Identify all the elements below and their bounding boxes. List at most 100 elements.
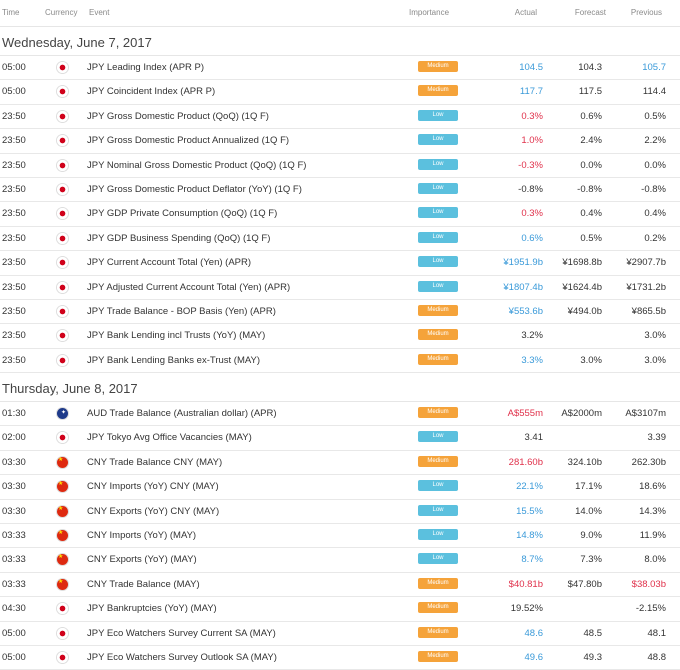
event-row[interactable]: 23:50 JPY Gross Domestic Product (QoQ) (1… [0,105,680,130]
event-name[interactable]: JPY Bankruptcies (YoY) (MAY) [87,603,217,615]
previous-value: -0.8% [641,183,666,195]
event-time: 03:30 [2,456,26,468]
importance-badge: Low [418,504,458,516]
previous-value: 0.2% [644,232,666,244]
event-name[interactable]: JPY Gross Domestic Product (QoQ) (1Q F) [87,110,269,122]
event-row[interactable]: 23:50 JPY GDP Business Spending (QoQ) (1Q… [0,227,680,252]
actual-value: ¥1951.9b [503,257,543,269]
importance-badge: Medium [418,455,458,467]
actual-value: 1.0% [521,135,543,147]
forecast-value: 9.0% [580,530,602,542]
event-name[interactable]: CNY Exports (YoY) (MAY) [87,554,197,566]
actual-value: 0.6% [521,232,543,244]
event-row[interactable]: 03:30 CNY Trade Balance CNY (MAY) Medium 28… [0,451,680,476]
event-time: 01:30 [2,408,26,420]
event-row[interactable]: 23:50 JPY Bank Lending Banks ex-Trust (MA… [0,349,680,374]
event-name[interactable]: JPY Coincident Index (APR P) [87,86,216,98]
japan-flag-icon [57,603,68,615]
event-time: 23:50 [2,305,26,317]
importance-badge: Low [418,182,458,194]
event-name[interactable]: CNY Trade Balance (MAY) [87,578,200,590]
japan-flag-icon [57,257,68,269]
forecast-value: 17.1% [575,481,602,493]
previous-value: 3.39 [647,432,667,444]
event-name[interactable]: JPY Tokyo Avg Office Vacancies (MAY) [87,432,252,444]
event-row[interactable]: 03:33 CNY Trade Balance (MAY) Medium $40.81… [0,573,680,598]
forecast-value: ¥1698.8b [562,257,602,269]
event-time: 03:30 [2,481,26,493]
importance-badge: Low [418,134,458,146]
event-time: 23:50 [2,183,26,195]
event-row[interactable]: 03:30 CNY Exports (YoY) CNY (MAY) Low 15.5%… [0,500,680,525]
importance-badge: Low [418,480,458,492]
forecast-value: 104.3 [578,62,602,73]
event-name[interactable]: JPY Trade Balance - BOP Basis (Yen) (APR… [87,305,276,317]
previous-value: 48.1 [647,627,667,639]
event-time: 05:00 [2,62,26,73]
event-name[interactable]: CNY Exports (YoY) CNY (MAY) [87,505,220,517]
event-name[interactable]: JPY Gross Domestic Product Annualized (1… [87,135,290,147]
event-name[interactable]: JPY Bank Lending incl Trusts (YoY) (MAY) [87,330,266,342]
forecast-value: -0.8% [577,183,602,195]
china-flag-icon [57,480,68,493]
event-name[interactable]: JPY Bank Lending Banks ex-Trust (MAY) [87,354,261,366]
event-row[interactable]: 05:00 JPY Leading Index (APR P) Medium 104.… [0,56,680,81]
actual-value: 281.60b [508,456,543,468]
event-row[interactable]: 04:30 JPY Bankruptcies (YoY) (MAY) Medium 1… [0,597,680,622]
importance-badge: Medium [418,61,458,72]
event-name[interactable]: JPY Current Account Total (Yen) (APR) [87,257,252,269]
china-flag-icon [57,529,68,542]
forecast-value: 3.0% [580,354,602,366]
importance-badge: Low [418,553,458,565]
event-time: 23:50 [2,135,26,147]
event-row[interactable]: 05:00 JPY Coincident Index (APR P) Medium 1… [0,80,680,105]
event-row[interactable]: 05:00 JPY Eco Watchers Survey Outlook SA … [0,646,680,670]
japan-flag-icon [57,354,68,366]
event-time: 03:33 [2,578,26,590]
event-time: 23:50 [2,354,26,366]
importance-badge: Medium [418,353,458,365]
event-row[interactable]: 03:33 CNY Exports (YoY) (MAY) Low 8.7% 7.3% 8… [0,548,680,573]
japan-flag-icon [57,159,68,171]
event-row[interactable]: 03:33 CNY Imports (YoY) (MAY) Low 14.8% 9.0%… [0,524,680,549]
event-row[interactable]: 23:50 JPY Current Account Total (Yen) (AP… [0,251,680,276]
event-name[interactable]: CNY Trade Balance CNY (MAY) [87,456,223,468]
previous-value: 114.4 [642,86,666,98]
event-time: 23:50 [2,208,26,220]
event-name[interactable]: JPY Adjusted Current Account Total (Yen)… [87,281,291,293]
china-flag-icon [57,578,68,590]
event-row[interactable]: 02:00 JPY Tokyo Avg Office Vacancies (MAY… [0,426,680,451]
event-name[interactable]: JPY Leading Index (APR P) [87,62,205,73]
event-row[interactable]: 23:50 JPY Adjusted Current Account Total … [0,276,680,300]
event-name[interactable]: JPY GDP Private Consumption (QoQ) (1Q F) [87,208,278,220]
forecast-value: 0.4% [580,208,602,220]
event-row[interactable]: 23:50 JPY GDP Private Consumption (QoQ) (… [0,202,680,227]
forecast-value: 48.5 [583,627,603,639]
event-row[interactable]: 03:30 CNY Imports (YoY) CNY (MAY) Low 22.1%… [0,475,680,500]
event-row[interactable]: 01:30 AUD Trade Balance (Australian dolla… [0,402,680,427]
event-row[interactable]: 23:50 JPY Nominal Gross Domestic Product … [0,154,680,178]
event-name[interactable]: JPY Gross Domestic Product Deflator (YoY… [87,183,302,195]
japan-flag-icon [57,135,68,147]
event-row[interactable]: 23:50 JPY Gross Domestic Product Deflator… [0,178,680,203]
previous-value: -2.15% [635,603,666,615]
forecast-value: 2.4% [580,135,602,147]
event-name[interactable]: JPY Nominal Gross Domestic Product (QoQ)… [87,159,307,171]
event-row[interactable]: 23:50 JPY Trade Balance - BOP Basis (Yen)… [0,300,680,325]
event-name[interactable]: JPY GDP Business Spending (QoQ) (1Q F) [87,232,271,244]
japan-flag-icon [57,62,68,73]
event-name[interactable]: AUD Trade Balance (Australian dollar) (A… [87,408,277,420]
event-row[interactable]: 05:00 JPY Eco Watchers Survey Current SA … [0,622,680,646]
event-name[interactable]: JPY Eco Watchers Survey Current SA (MAY) [87,627,276,639]
importance-badge: Low [418,280,458,292]
event-name[interactable]: CNY Imports (YoY) (MAY) [87,530,197,542]
event-name[interactable]: CNY Imports (YoY) CNY (MAY) [87,481,219,493]
importance-badge: Medium [418,407,458,419]
header-forecast: Forecast [574,8,606,17]
event-row[interactable]: 23:50 JPY Bank Lending incl Trusts (YoY) … [0,324,680,349]
event-time: 23:50 [2,110,26,122]
day-header: Thursday, June 8, 2017 [0,373,680,403]
actual-value: 48.6 [524,627,544,639]
event-row[interactable]: 23:50 JPY Gross Domestic Product Annualiz… [0,129,680,154]
previous-value: 8.0% [644,554,666,566]
